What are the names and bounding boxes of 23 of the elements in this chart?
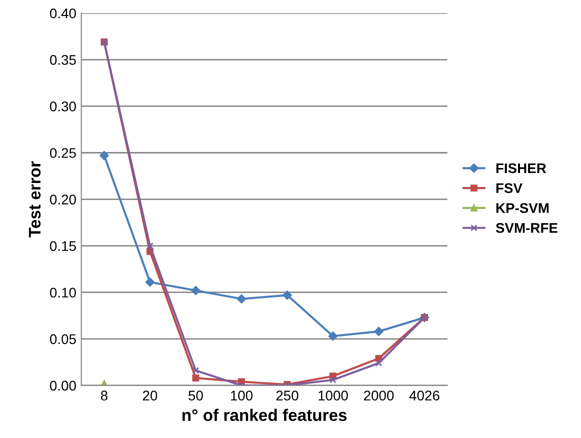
legend-label: FISHER bbox=[496, 163, 546, 174]
y-tick-label: 0.40 bbox=[50, 8, 76, 18]
legend-label: SVM-RFE bbox=[496, 223, 558, 233]
x-tick-label: 20 bbox=[142, 390, 158, 401]
x-tick-label: 250 bbox=[276, 390, 298, 401]
y-tick-label: 0.10 bbox=[50, 288, 76, 298]
y-tick-label: 0.35 bbox=[50, 55, 76, 65]
y-tick-label: 0.05 bbox=[50, 334, 76, 344]
x-tick-label: 1000 bbox=[318, 390, 348, 401]
x-tick-label: 50 bbox=[188, 390, 203, 401]
legend-label: KP-SVM bbox=[496, 203, 549, 213]
x-tick-label: 100 bbox=[230, 390, 253, 401]
y-tick-label: 0.25 bbox=[50, 148, 76, 158]
y-axis-title: Test error bbox=[28, 161, 41, 238]
legend-label: FSV bbox=[496, 183, 522, 194]
x-axis-title: n° of ranked features bbox=[182, 408, 347, 422]
x-tick-label: 4026 bbox=[409, 390, 440, 401]
y-tick-label: 0.00 bbox=[50, 380, 76, 391]
x-tick-label: 2000 bbox=[364, 390, 394, 401]
x-tick-label: 8 bbox=[100, 390, 108, 401]
y-tick-label: 0.20 bbox=[50, 194, 76, 204]
y-tick-label: 0.15 bbox=[50, 241, 76, 251]
y-tick-label: 0.30 bbox=[50, 102, 76, 112]
